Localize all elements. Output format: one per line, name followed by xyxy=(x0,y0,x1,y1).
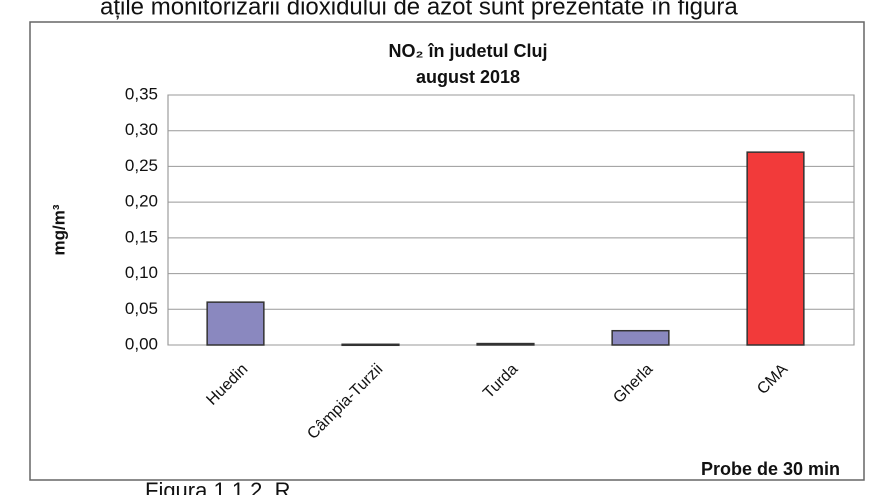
y-tick-label: 0,35 xyxy=(125,84,158,103)
bar xyxy=(341,343,400,347)
chart-frame xyxy=(29,21,865,481)
y-tick-label: 0,20 xyxy=(125,192,158,211)
y-tick-label: 0,15 xyxy=(125,227,158,246)
y-tick-label: 0,10 xyxy=(125,263,158,282)
x-axis-label: Probe de 30 min xyxy=(701,459,840,479)
bar xyxy=(611,329,670,346)
y-tick-label: 0,25 xyxy=(125,156,158,175)
page-text: Figura 1.1.2. R xyxy=(145,478,291,495)
y-tick-label: 0,00 xyxy=(125,334,158,353)
bar xyxy=(206,301,265,346)
bar xyxy=(746,151,805,346)
y-axis-label: mg/m³ xyxy=(49,204,68,255)
chart-title: NO₂ în judetul Cluj xyxy=(389,41,548,61)
chart-subtitle: august 2018 xyxy=(416,67,520,87)
page-text: ațile monitorizării dioxidului de azot s… xyxy=(100,0,738,20)
y-tick-label: 0,05 xyxy=(125,299,158,318)
y-tick-label: 0,30 xyxy=(125,120,158,139)
bar xyxy=(476,342,535,346)
